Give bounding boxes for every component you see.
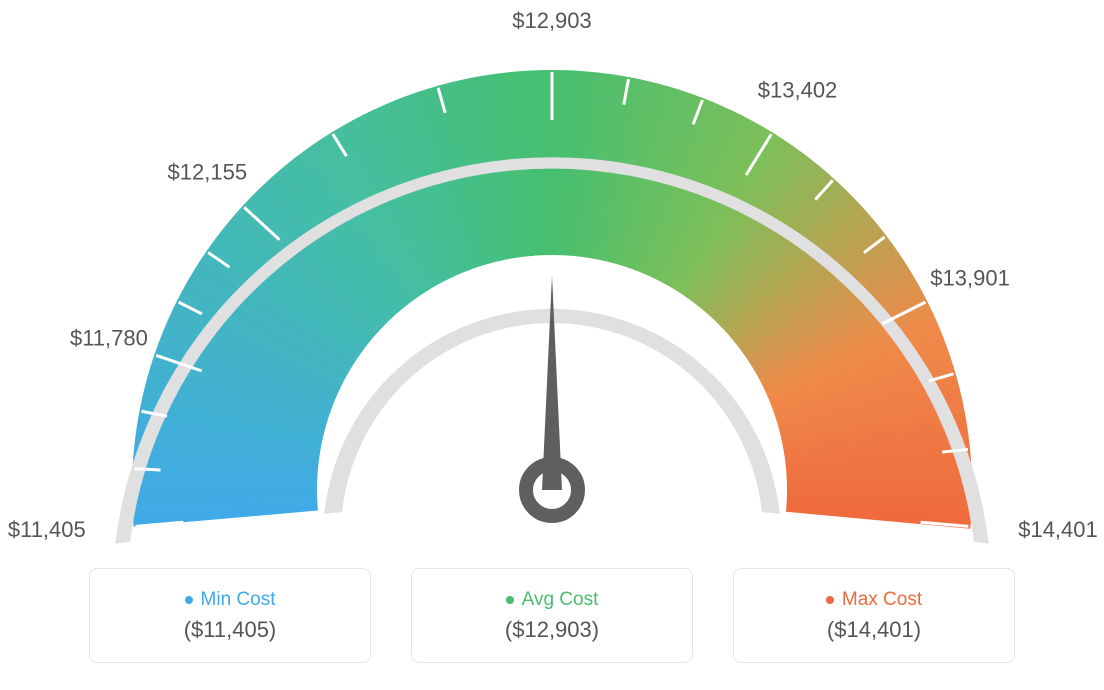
gauge-chart: $11,405 $11,780 $12,155 $12,903 $13,402 $13,9… bbox=[0, 0, 1104, 560]
svg-text:$12,903: $12,903 bbox=[512, 8, 592, 33]
gauge-svg: $11,405 $11,780 $12,155 $12,903 $13,402 $13,9… bbox=[0, 0, 1104, 560]
legend-value-avg: ($12,903) bbox=[505, 617, 599, 643]
svg-text:$11,405: $11,405 bbox=[8, 517, 86, 542]
dot-icon bbox=[826, 596, 834, 604]
svg-text:$11,780: $11,780 bbox=[70, 325, 148, 350]
svg-text:$14,401: $14,401 bbox=[1018, 517, 1098, 542]
legend-label-min: Min Cost bbox=[185, 589, 276, 611]
legend-card-max: Max Cost ($14,401) bbox=[733, 568, 1015, 663]
svg-text:$12,155: $12,155 bbox=[168, 159, 248, 184]
legend-label-max: Max Cost bbox=[826, 589, 922, 611]
legend-label-avg: Avg Cost bbox=[506, 589, 599, 611]
legend-label-text: Avg Cost bbox=[522, 589, 599, 611]
legend-value-max: ($14,401) bbox=[827, 617, 921, 643]
dot-icon bbox=[185, 596, 193, 604]
svg-text:$13,901: $13,901 bbox=[930, 266, 1010, 291]
legend-card-min: Min Cost ($11,405) bbox=[89, 568, 371, 663]
legend-label-text: Max Cost bbox=[842, 589, 922, 611]
legend-card-avg: Avg Cost ($12,903) bbox=[411, 568, 693, 663]
legend-row: Min Cost ($11,405) Avg Cost ($12,903) Ma… bbox=[0, 568, 1104, 678]
svg-text:$13,402: $13,402 bbox=[758, 78, 838, 103]
legend-value-min: ($11,405) bbox=[184, 617, 277, 643]
dot-icon bbox=[506, 596, 514, 604]
legend-label-text: Min Cost bbox=[201, 589, 276, 611]
